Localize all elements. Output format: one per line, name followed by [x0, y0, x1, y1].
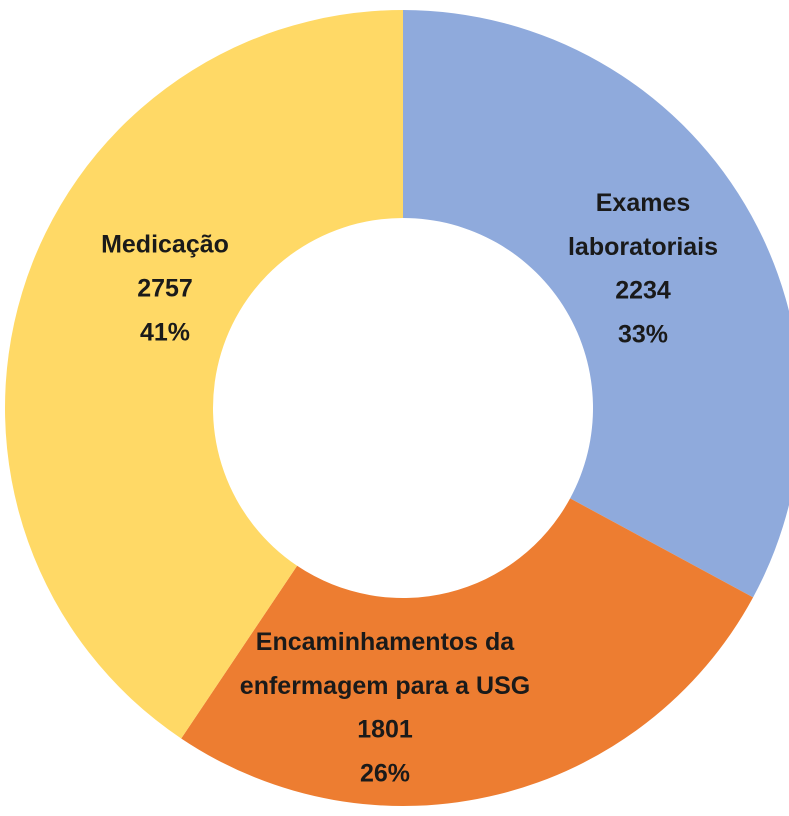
slice-label: Exames laboratoriais	[568, 189, 718, 261]
donut-slice	[403, 10, 789, 598]
value-label: 2757	[137, 275, 193, 303]
slice-label: Medicação	[101, 231, 229, 259]
percent-label: 33%	[618, 321, 668, 349]
donut-slice	[181, 498, 754, 806]
percent-label: 26%	[360, 760, 410, 788]
percent-label: 41%	[140, 319, 190, 347]
donut-slice	[5, 10, 403, 739]
slice-label: Encaminhamentos da enfermagem para a USG	[240, 628, 530, 700]
value-label: 2234	[615, 277, 671, 305]
value-label: 1801	[357, 716, 413, 744]
